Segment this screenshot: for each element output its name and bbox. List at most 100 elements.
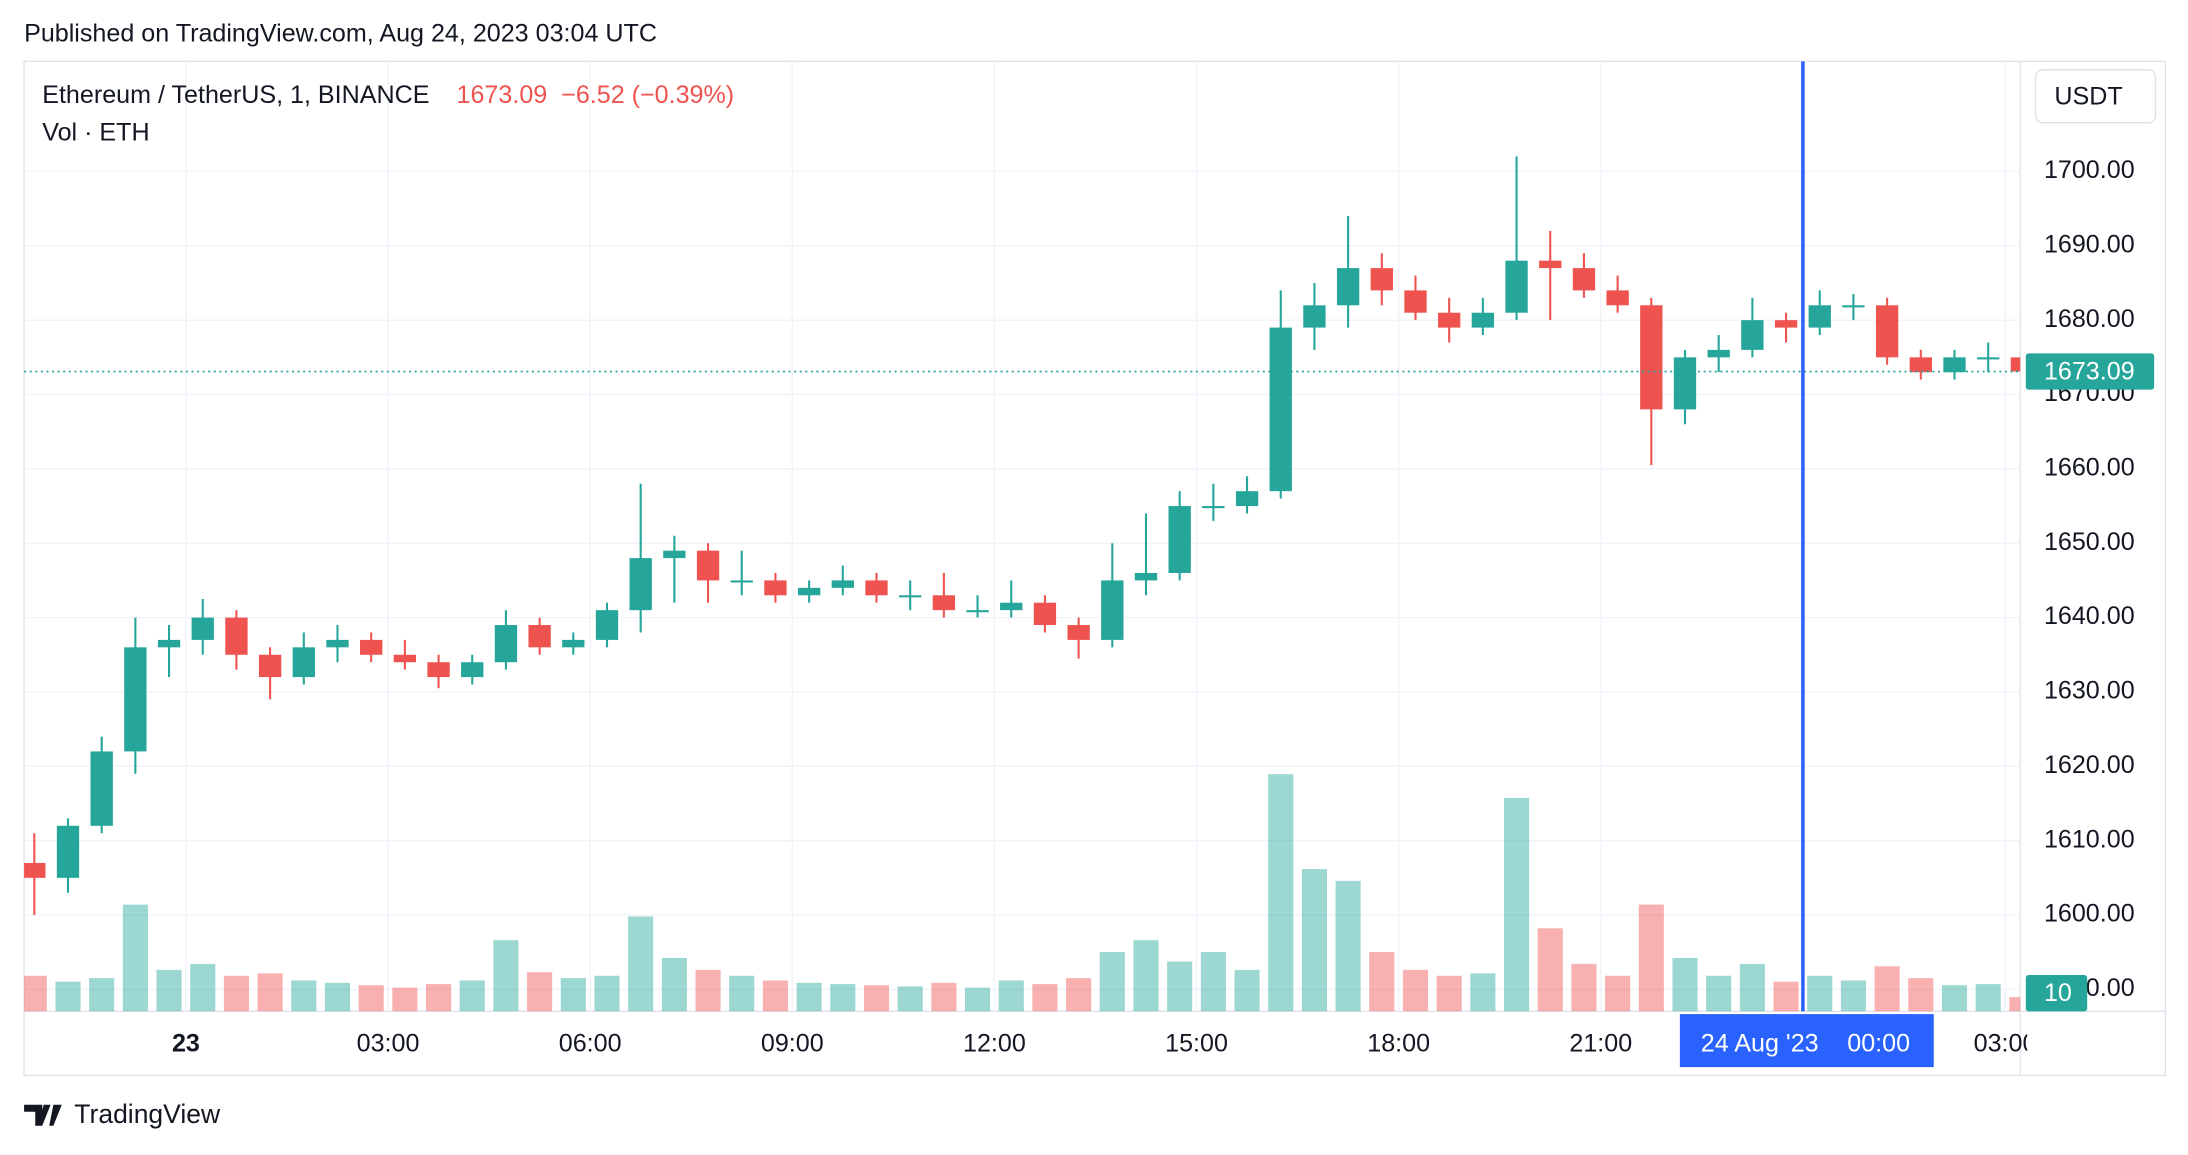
- volume-bar: [459, 980, 485, 1012]
- volume-bar: [1908, 978, 1934, 1012]
- candle-body: [225, 617, 248, 655]
- candle-body: [1606, 290, 1629, 306]
- volume-bar: [392, 987, 418, 1012]
- volume-bar: [1032, 984, 1058, 1012]
- candle-body: [663, 550, 686, 559]
- x-tick-label: 09:00: [761, 1029, 824, 1057]
- y-tick-label: 1700.00: [2044, 156, 2135, 184]
- x-tick-label: 15:00: [1165, 1029, 1228, 1057]
- candle-body: [629, 558, 652, 611]
- candle-body: [1808, 305, 1831, 328]
- volume-bar: [1066, 978, 1092, 1012]
- candle-body: [360, 639, 383, 655]
- candle-layer: [24, 156, 2021, 916]
- volume-bar: [223, 975, 249, 1012]
- volume-bar: [1537, 928, 1563, 1012]
- candle-body: [562, 639, 585, 648]
- candle-body: [1842, 305, 1865, 308]
- candle-body: [24, 862, 46, 878]
- volume-bar: [1739, 963, 1765, 1012]
- x-tick-label: 23: [172, 1029, 200, 1057]
- volume-bar: [89, 978, 115, 1012]
- candle-body: [494, 625, 518, 663]
- volume-bar: [1167, 961, 1193, 1012]
- candle-body: [1033, 602, 1057, 626]
- candle-body: [1471, 312, 1495, 328]
- candle-body: [899, 595, 922, 598]
- volume-bar: [661, 957, 687, 1012]
- volume-bar: [1706, 975, 1732, 1012]
- volume-bar: [291, 980, 317, 1012]
- y-tick-label: 1690.00: [2044, 230, 2135, 258]
- x-tick-label: 18:00: [1367, 1029, 1430, 1057]
- symbol-title: Ethereum / TetherUS, 1, BINANCE: [42, 81, 429, 109]
- last-price-badge: [2025, 353, 2155, 390]
- candle-body: [393, 654, 417, 663]
- volume-bar: [2009, 997, 2021, 1012]
- candle-body: [90, 751, 113, 826]
- candle-body: [427, 662, 450, 678]
- currency-label[interactable]: USDT: [2054, 82, 2122, 110]
- volume-bar: [695, 969, 721, 1012]
- volume-bar: [1099, 952, 1125, 1012]
- volume-bar: [1975, 984, 2001, 1012]
- price-axis: 1590.001600.001610.001620.001630.001640.…: [2044, 156, 2135, 1002]
- volume-bar: [493, 940, 519, 1012]
- candle-body: [1235, 491, 1259, 507]
- volume-bar: [1470, 973, 1496, 1012]
- volume-bar: [628, 916, 654, 1012]
- candle-body: [1977, 357, 2000, 360]
- candle-body: [1438, 312, 1461, 328]
- y-tick-label: 1610.00: [2044, 825, 2135, 853]
- volume-bar: [122, 904, 148, 1012]
- volume-bar: [1436, 975, 1462, 1012]
- volume-bar: [324, 982, 351, 1012]
- candle-body: [1303, 305, 1326, 328]
- volume-badge: [2025, 975, 2088, 1012]
- volume-bar: [1335, 880, 1361, 1012]
- x-tick-label: 03:00: [357, 1029, 420, 1057]
- volume-badge-label: 10: [2044, 979, 2072, 1007]
- candle-body: [1741, 320, 1764, 350]
- candle-body: [2010, 357, 2021, 372]
- volume-bar: [527, 972, 553, 1012]
- logo: TradingView: [24, 1099, 221, 1129]
- volume-bar: [897, 986, 923, 1012]
- x-tick-label: 06:00: [559, 1029, 622, 1057]
- grid: [24, 61, 2021, 1012]
- candle-body: [461, 662, 484, 678]
- volume-bar: [1672, 957, 1698, 1012]
- volume-bar: [762, 980, 788, 1012]
- volume-bar: [1200, 952, 1226, 1012]
- candle-body: [797, 587, 821, 596]
- volume-bar: [830, 984, 856, 1012]
- candle-body: [326, 639, 349, 648]
- candle-body: [1909, 357, 1932, 373]
- volume-bar: [998, 980, 1024, 1012]
- volume-bar: [560, 978, 586, 1012]
- candle-body: [56, 825, 80, 878]
- candle-body: [1404, 290, 1427, 313]
- volume-bar: [729, 975, 755, 1012]
- crosshair-badge: [1679, 1014, 1934, 1068]
- candle-body: [292, 647, 315, 678]
- candle-body: [258, 654, 282, 678]
- y-tick-label: 1660.00: [2044, 453, 2135, 481]
- volume-bar: [1402, 969, 1429, 1012]
- volume-bar: [1638, 904, 1664, 1012]
- volume-bar: [1268, 774, 1294, 1012]
- footer-brand: TradingView: [74, 1099, 221, 1129]
- candle-body: [595, 610, 619, 640]
- header-change: −6.52 (−0.39%): [561, 81, 734, 109]
- candle-body: [124, 647, 147, 752]
- candle-body: [1269, 327, 1292, 492]
- candle-body: [1370, 268, 1393, 291]
- crosshair-time: 00:00: [1847, 1029, 1910, 1057]
- candle-body: [696, 550, 720, 581]
- currency-button[interactable]: [2034, 69, 2157, 124]
- volume-bar: [1773, 981, 1799, 1012]
- volume-bar: [1605, 975, 1631, 1012]
- volume-bar: [257, 973, 283, 1012]
- volume-bar: [190, 963, 216, 1012]
- y-tick-label: 1680.00: [2044, 305, 2135, 333]
